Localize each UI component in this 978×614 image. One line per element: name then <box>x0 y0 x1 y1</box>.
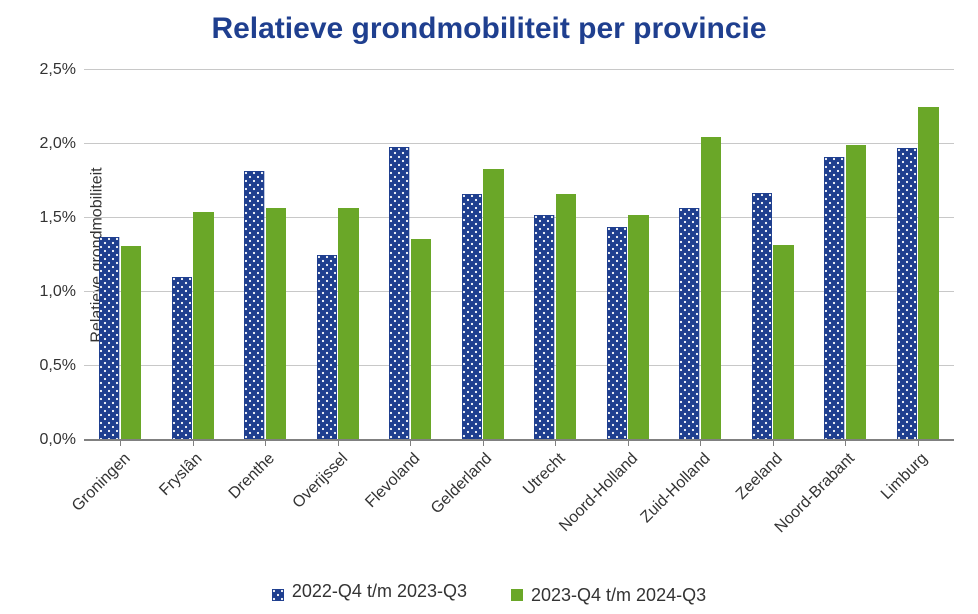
x-tick-label: Flevoland <box>362 450 424 512</box>
bar-series-1 <box>121 246 141 440</box>
bar-series-1 <box>483 169 503 440</box>
x-tick-mark <box>700 440 701 446</box>
x-tick: Zeeland <box>773 440 774 446</box>
bar-series-1 <box>266 208 286 440</box>
x-tick-mark <box>120 440 121 446</box>
bar-series-0 <box>679 208 699 440</box>
x-tick-label: Zeeland <box>733 450 787 504</box>
bar-series-0 <box>172 277 192 440</box>
bar-series-1 <box>193 212 213 440</box>
bar-series-0 <box>824 157 844 440</box>
x-tick: Noord-Brabant <box>845 440 846 446</box>
x-tick-label: Overijssel <box>289 450 351 512</box>
x-tick-label: Fryslân <box>157 450 207 500</box>
bar-series-0 <box>752 193 772 440</box>
bar-series-0 <box>244 171 264 440</box>
bar-series-1 <box>918 107 938 440</box>
y-tick-label: 1,0% <box>40 283 84 301</box>
legend-item: 2023-Q4 t/m 2024-Q3 <box>511 585 706 606</box>
x-tick: Flevoland <box>410 440 411 446</box>
bar-series-0 <box>607 227 627 440</box>
x-tick: Utrecht <box>555 440 556 446</box>
bar-series-0 <box>534 215 554 440</box>
plot-area: 0,0%0,5%1,0%1,5%2,0%2,5% GroningenFryslâ… <box>84 70 954 440</box>
x-tick: Noord-Holland <box>628 440 629 446</box>
y-tick-label: 2,0% <box>40 135 84 153</box>
x-axis-baseline <box>84 439 954 441</box>
x-tick-mark <box>338 440 339 446</box>
bar-series-0 <box>317 255 337 440</box>
x-tick: Overijssel <box>338 440 339 446</box>
x-tick: Limburg <box>918 440 919 446</box>
x-tick-label: Gelderland <box>428 450 496 518</box>
x-tick-mark <box>845 440 846 446</box>
x-tick-mark <box>483 440 484 446</box>
x-tick-label: Zuid-Holland <box>637 450 714 527</box>
x-tick: Gelderland <box>483 440 484 446</box>
x-tick-mark <box>773 440 774 446</box>
bar-series-1 <box>701 137 721 440</box>
legend-swatch <box>272 585 284 597</box>
y-tick-label: 0,0% <box>40 431 84 449</box>
bar-series-1 <box>846 145 866 440</box>
chart-title: Relatieve grondmobiliteit per provincie <box>0 0 978 45</box>
y-tick-label: 2,5% <box>40 61 84 79</box>
x-tick-label: Drenthe <box>226 450 279 503</box>
bar-series-1 <box>556 194 576 440</box>
bars-layer <box>84 70 954 440</box>
legend-swatch <box>511 589 523 601</box>
x-tick-mark <box>555 440 556 446</box>
x-tick-mark <box>193 440 194 446</box>
x-tick-label: Limburg <box>878 450 932 504</box>
legend: 2022-Q4 t/m 2023-Q3 2023-Q4 t/m 2024-Q3 <box>0 581 978 607</box>
x-tick: Zuid-Holland <box>700 440 701 446</box>
bar-series-0 <box>99 237 119 440</box>
x-tick: Fryslân <box>193 440 194 446</box>
x-tick: Groningen <box>120 440 121 446</box>
y-tick-label: 0,5% <box>40 357 84 375</box>
bar-series-1 <box>338 208 358 440</box>
bar-series-0 <box>897 148 917 440</box>
x-tick-mark <box>410 440 411 446</box>
x-tick-mark <box>628 440 629 446</box>
x-tick-label: Utrecht <box>520 450 569 499</box>
x-tick-label: Groningen <box>68 450 134 516</box>
x-tick-mark <box>265 440 266 446</box>
legend-label: 2022-Q4 t/m 2023-Q3 <box>292 581 467 602</box>
bar-series-1 <box>411 239 431 440</box>
legend-item: 2022-Q4 t/m 2023-Q3 <box>272 581 467 602</box>
y-tick-label: 1,5% <box>40 209 84 227</box>
chart-container: Relatieve grondmobiliteit per provincie … <box>0 0 978 614</box>
bar-series-0 <box>462 194 482 440</box>
bar-series-1 <box>773 245 793 440</box>
bar-series-1 <box>628 215 648 440</box>
x-tick: Drenthe <box>265 440 266 446</box>
legend-label: 2023-Q4 t/m 2024-Q3 <box>531 585 706 606</box>
bar-series-0 <box>389 147 409 440</box>
x-tick-mark <box>918 440 919 446</box>
